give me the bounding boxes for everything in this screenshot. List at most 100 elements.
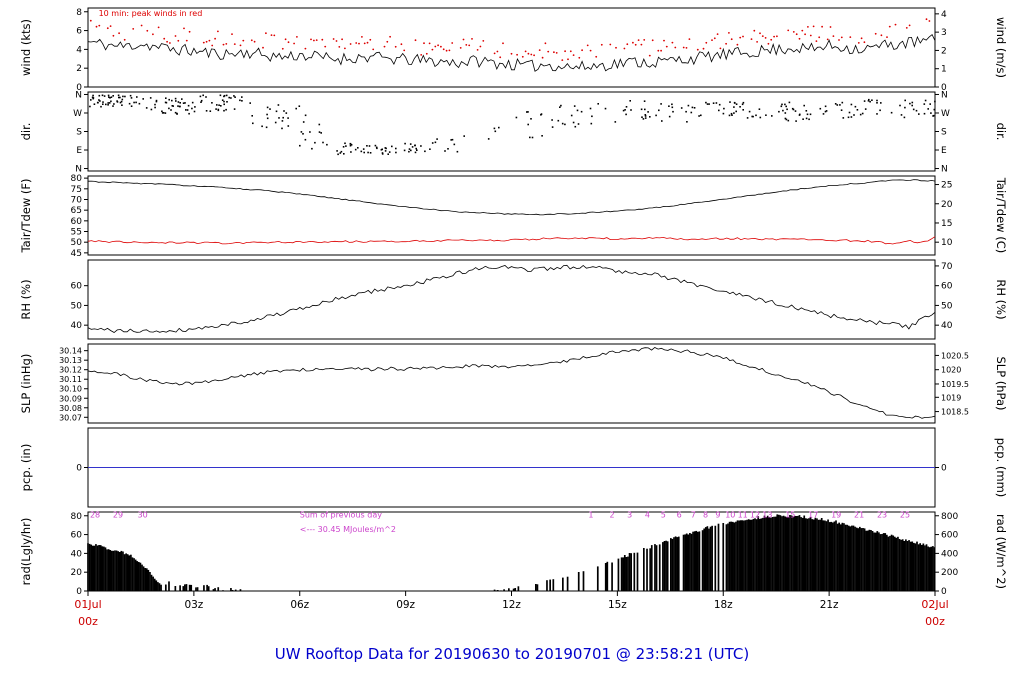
series-tdew-line <box>87 236 936 245</box>
series-tair-line <box>87 179 936 216</box>
annotation-text: 11 <box>738 511 748 520</box>
y-ticks-right: 10 15 20 25 <box>935 181 953 248</box>
svg-text:40: 40 <box>941 321 953 331</box>
svg-text:1018.5: 1018.5 <box>941 408 969 417</box>
x-tick-label: 21z <box>820 599 839 611</box>
svg-text:600: 600 <box>941 531 958 541</box>
axis-label-left-wind: wind (kts) <box>19 19 33 76</box>
svg-text:50: 50 <box>71 238 83 248</box>
svg-text:60: 60 <box>71 531 83 541</box>
panel-frame <box>87 259 936 340</box>
y-ticks-left: 0 20 40 60 80 <box>71 512 88 597</box>
annotation-text: 10 <box>725 511 735 520</box>
y-ticks-left: 40 50 60 <box>71 282 88 331</box>
y-ticks-left: 0 2 4 6 8 <box>76 8 88 93</box>
svg-text:30.11: 30.11 <box>59 375 82 384</box>
annotation-text: 1 <box>588 511 593 520</box>
svg-text:400: 400 <box>941 549 958 559</box>
series-wind-speed <box>87 33 936 72</box>
svg-text:E: E <box>941 146 947 156</box>
annotations: 10 min: peak winds in red <box>99 9 203 18</box>
svg-text:4: 4 <box>941 10 947 20</box>
axis-label-left-dir: dir. <box>19 123 33 141</box>
annotation-text: 23 <box>877 511 887 520</box>
svg-text:1019: 1019 <box>941 393 961 402</box>
axis-label-right-pcp: pcp. (mm) <box>994 438 1008 498</box>
svg-text:25: 25 <box>941 181 952 191</box>
svg-text:55: 55 <box>71 228 82 238</box>
svg-text:1019.5: 1019.5 <box>941 380 969 389</box>
annotation-text: 28 <box>90 511 100 520</box>
y-ticks-right: 0 <box>935 464 947 474</box>
y-ticks-right: 40 50 60 70 <box>935 262 953 331</box>
svg-text:2: 2 <box>76 64 82 74</box>
svg-text:20: 20 <box>941 200 953 210</box>
x-axis: 03z 06z 09z 12z 15z 18z 21z 01Jul 00z 02Jul 00z <box>74 591 949 628</box>
svg-text:30.13: 30.13 <box>59 356 82 365</box>
svg-text:10: 10 <box>941 238 953 248</box>
annotation-text: 25 <box>900 511 910 520</box>
svg-text:4: 4 <box>76 45 82 55</box>
svg-text:0: 0 <box>941 587 947 597</box>
svg-text:45: 45 <box>71 249 82 259</box>
axis-label-left-rad: rad(Lgly/hr) <box>19 518 33 586</box>
svg-text:65: 65 <box>71 206 82 216</box>
svg-text:S: S <box>941 128 947 138</box>
svg-text:50: 50 <box>941 301 953 311</box>
series-peak-wind-dots <box>89 18 931 61</box>
y-ticks-right: 0 1 2 3 4 <box>935 10 947 93</box>
svg-text:2: 2 <box>941 46 947 56</box>
svg-text:50: 50 <box>71 301 83 311</box>
svg-text:N: N <box>75 165 82 175</box>
x-tick-label: 12z <box>502 599 521 611</box>
annotation-text: 5 <box>661 511 666 520</box>
svg-text:30.08: 30.08 <box>59 404 82 413</box>
annotation-text: 10 min: peak winds in red <box>99 9 203 18</box>
x-hour-label: 00z <box>925 615 945 628</box>
x-tick-label: 09z <box>396 599 415 611</box>
panel-frame <box>87 343 936 424</box>
svg-text:800: 800 <box>941 512 958 522</box>
svg-text:W: W <box>73 109 82 119</box>
svg-text:200: 200 <box>941 568 958 578</box>
svg-text:6: 6 <box>76 27 82 37</box>
panel-pcp: 0 0 pcp. (in) pcp. (mm) <box>19 427 1008 508</box>
svg-text:0: 0 <box>941 464 947 474</box>
annotation-text: 3 <box>627 511 632 520</box>
panel-frame <box>87 7 936 88</box>
annotation-text: 9 <box>715 511 720 520</box>
svg-text:N: N <box>941 90 948 100</box>
svg-text:1020.5: 1020.5 <box>941 351 969 360</box>
svg-text:30.07: 30.07 <box>59 413 82 422</box>
svg-text:0: 0 <box>76 587 82 597</box>
panel-slp: 30.0730.0830.0930.1030.1130.1230.1330.14… <box>19 343 1008 424</box>
svg-text:3: 3 <box>941 28 947 38</box>
svg-text:80: 80 <box>71 174 83 184</box>
svg-text:0: 0 <box>76 83 82 93</box>
axis-label-left-tair: Tair/Tdew (F) <box>19 178 33 253</box>
svg-text:60: 60 <box>941 282 953 292</box>
svg-text:0: 0 <box>76 464 82 474</box>
annotation-text: 21 <box>854 511 864 520</box>
x-date-label: 01Jul <box>74 598 101 611</box>
svg-text:15: 15 <box>941 219 952 229</box>
svg-text:75: 75 <box>71 185 82 195</box>
svg-text:30.12: 30.12 <box>59 366 82 375</box>
axis-label-right-tair: Tair/Tdew (C) <box>994 177 1008 253</box>
annotation-text: 13 <box>762 511 772 520</box>
svg-text:80: 80 <box>71 512 83 522</box>
svg-text:W: W <box>941 109 950 119</box>
x-date-label: 02Jul <box>921 598 948 611</box>
svg-text:30.10: 30.10 <box>59 385 82 394</box>
panel-rh: 40 50 60 40 50 60 70 RH (%) RH (%) <box>19 259 1008 340</box>
annotation-text: 12 <box>750 511 760 520</box>
svg-text:30.09: 30.09 <box>59 394 82 403</box>
x-tick-label: 03z <box>184 599 203 611</box>
chart-title: UW Rooftop Data for 20190630 to 20190701… <box>274 645 750 663</box>
